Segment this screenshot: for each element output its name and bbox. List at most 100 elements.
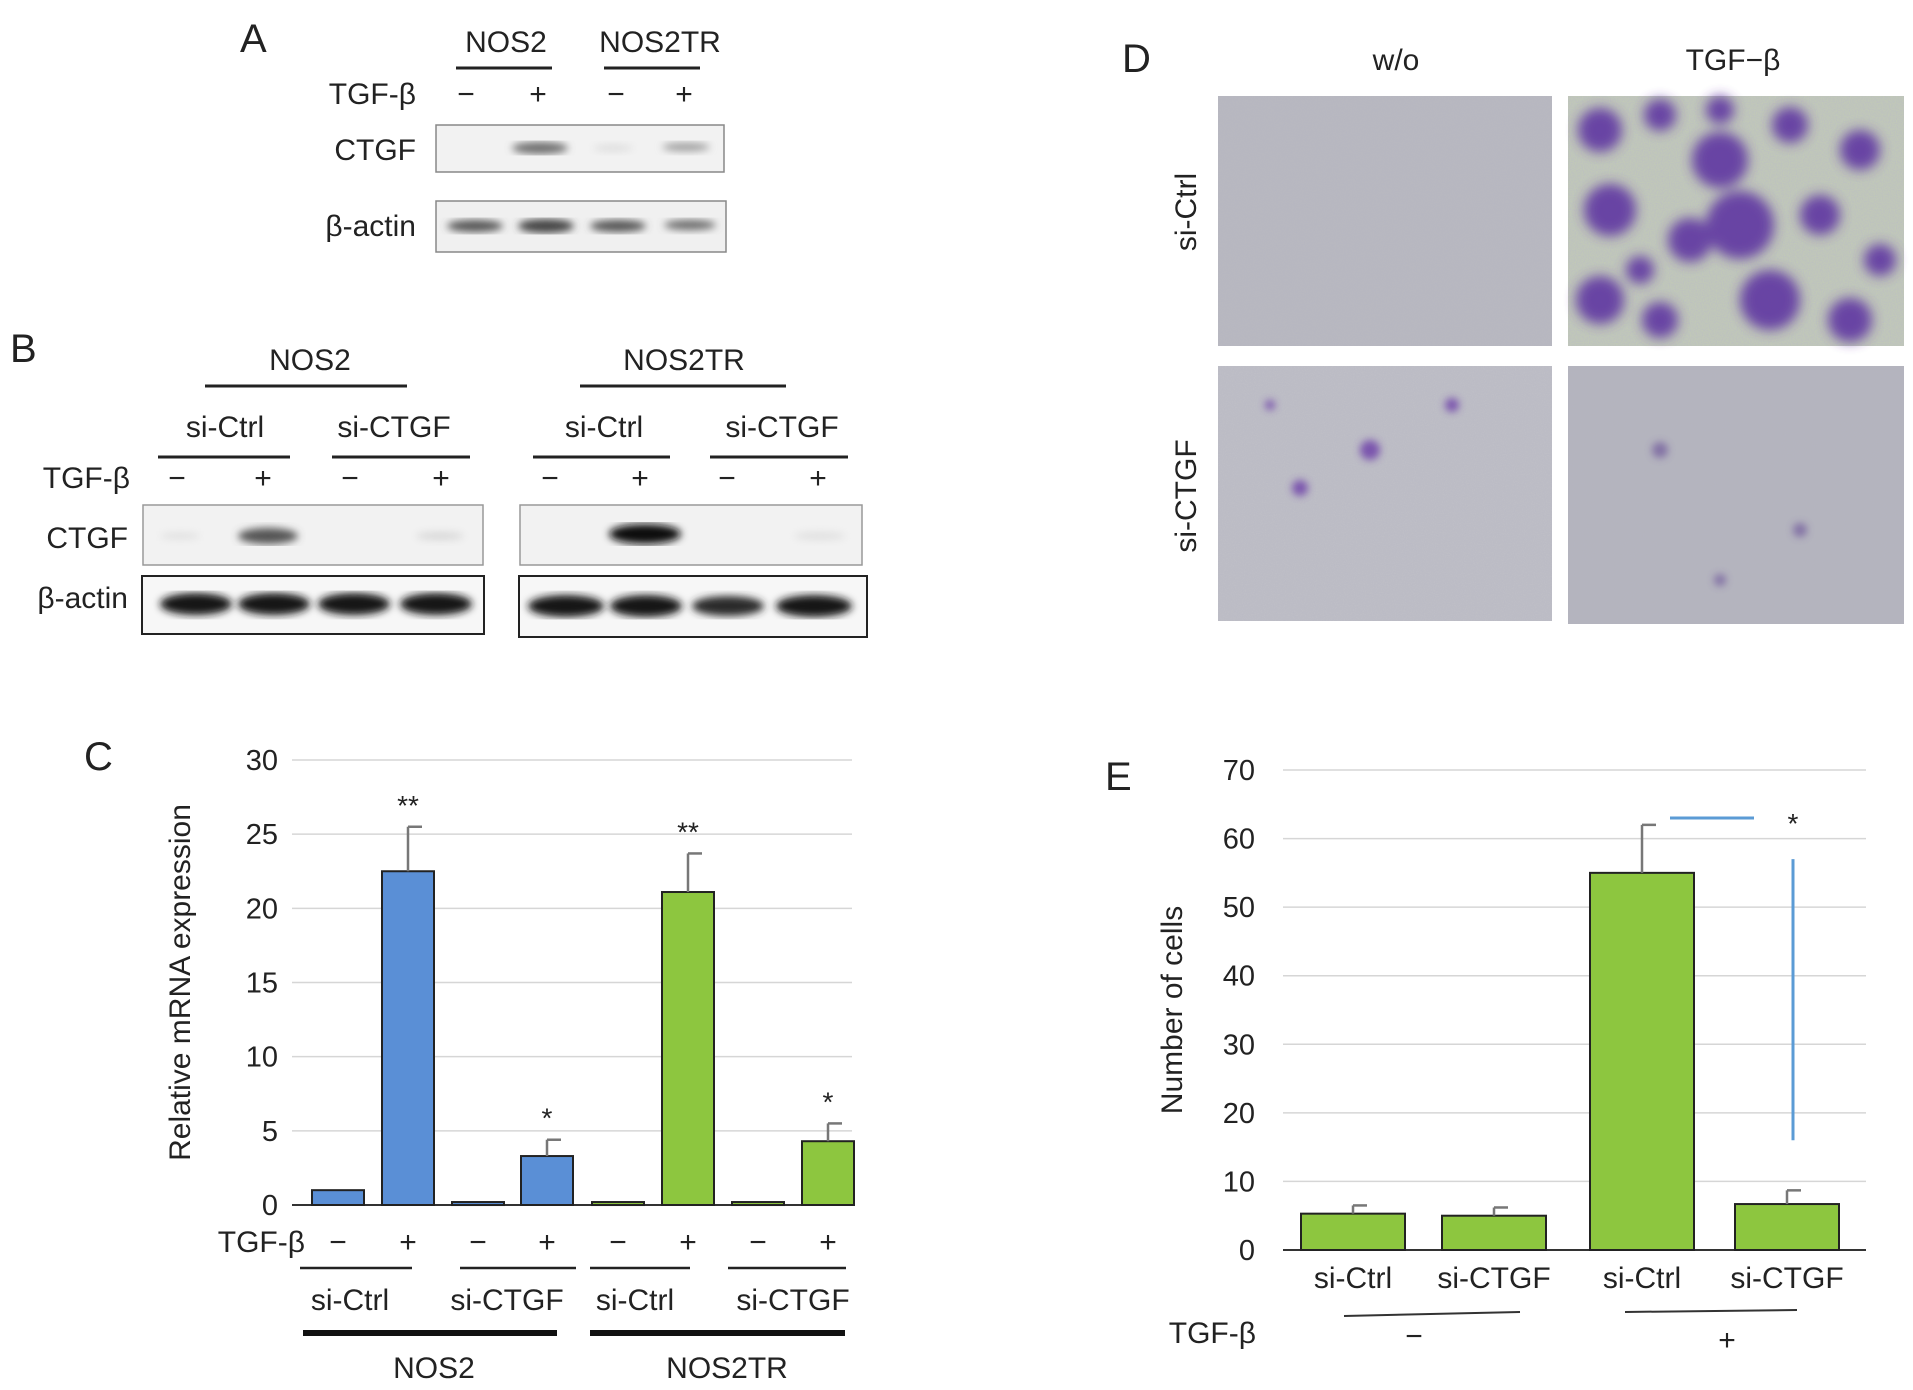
panel-b-group-nos2: NOS2: [269, 344, 351, 377]
panel-a: A NOS2 NOS2TR TGF-β − + − + CTGF β-actin: [240, 17, 727, 253]
panel-a-letter: A: [240, 17, 267, 61]
panel-b-bands-ctgf: [160, 524, 846, 544]
y-tick-label: 10: [246, 1042, 278, 1074]
y-tick-label: 0: [1239, 1235, 1255, 1267]
y-tick-label: 20: [246, 893, 278, 925]
panel-b-letter: B: [10, 327, 37, 371]
panel-b-group-nos2tr: NOS2TR: [623, 344, 745, 377]
panel-b-sign: +: [432, 462, 450, 495]
panel-d-col-tgf: TGF−β: [1686, 44, 1781, 77]
panel-a-group-nos2tr: NOS2TR: [599, 26, 721, 59]
panel-d-row-sictgf: si-CTGF: [1170, 439, 1203, 552]
significance-marker: **: [397, 790, 419, 821]
panel-a-tgf-label: TGF-β: [329, 78, 416, 111]
panel-b-sign: +: [254, 462, 272, 495]
bar: [1441, 1214, 1547, 1251]
panel-b-bands-actin: [160, 593, 852, 617]
subgroup-label: si-CTGF: [736, 1284, 849, 1317]
bar: [381, 870, 435, 1206]
micrograph-sictgf-wo: [1218, 366, 1552, 621]
tgf-group-line: [1343, 1311, 1521, 1317]
group-label: NOS2: [393, 1352, 475, 1385]
tgf-sign: +: [819, 1226, 837, 1259]
y-axis-label: Relative mRNA expression: [164, 804, 197, 1161]
panel-d: D w/o TGF−β si-Ctrl si-CTGF: [1122, 37, 1904, 624]
tgf-sign: −: [469, 1226, 487, 1259]
panel-a-bands-ctgf: [512, 142, 710, 154]
panel-b-subgroup: si-Ctrl: [565, 411, 643, 444]
panel-a-sign: −: [607, 78, 625, 111]
bar: [451, 1201, 505, 1207]
tgf-sign: +: [399, 1226, 417, 1259]
chart-e: 0 10 20 30 40 50 60 70 Number of cells si-Ctrl si-…: [1156, 755, 1866, 1357]
bar: [661, 891, 715, 1206]
panel-a-sign: +: [529, 78, 547, 111]
panel-b-sign: −: [541, 462, 559, 495]
panel-b-sign: +: [631, 462, 649, 495]
bar: [1300, 1212, 1406, 1251]
panel-b-sign: −: [718, 462, 736, 495]
tgf-sign: −: [609, 1226, 627, 1259]
y-tick-label: 5: [262, 1116, 278, 1148]
panel-b: B NOS2 NOS2TR si-Ctrl si-CTGF si-Ctrl si…: [10, 327, 868, 638]
y-tick-label: 10: [1223, 1166, 1255, 1198]
panel-b-tgf-label: TGF-β: [43, 462, 130, 495]
significance-marker: *: [823, 1086, 834, 1117]
panel-b-row-actin: β-actin: [37, 582, 128, 615]
bar: [1589, 871, 1695, 1251]
panel-b-subgroup: si-CTGF: [337, 411, 450, 444]
panel-b-sign: −: [168, 462, 186, 495]
bar: [591, 1201, 645, 1207]
micrograph-sictrl-wo: [1218, 96, 1552, 346]
category-label: si-CTGF: [1437, 1262, 1550, 1295]
category-label: si-Ctrl: [1314, 1262, 1392, 1295]
y-tick-label: 30: [246, 745, 278, 777]
subgroup-label: si-Ctrl: [311, 1284, 389, 1317]
y-axis-label: Number of cells: [1156, 906, 1189, 1114]
y-tick-label: 25: [246, 819, 278, 851]
tgf-group-sign: +: [1718, 1324, 1736, 1357]
panel-a-row-ctgf: CTGF: [334, 134, 416, 167]
y-tick-label: 30: [1223, 1029, 1255, 1061]
micrograph-sictgf-tgf: [1568, 366, 1904, 624]
bar: [311, 1189, 365, 1206]
category-label: si-CTGF: [1730, 1262, 1843, 1295]
significance-marker: *: [1788, 808, 1799, 839]
micrograph-sictrl-tgf: [1568, 96, 1904, 346]
y-tick-label: 15: [246, 968, 278, 1000]
y-tick-label: 20: [1223, 1098, 1255, 1130]
tgf-group-line: [1624, 1309, 1798, 1313]
panel-d-row-sictrl: si-Ctrl: [1170, 173, 1203, 251]
tgf-sign: −: [749, 1226, 767, 1259]
y-tick-label: 0: [262, 1190, 278, 1222]
tgf-label: TGF-β: [218, 1226, 305, 1259]
subgroup-label: si-Ctrl: [596, 1284, 674, 1317]
bar: [731, 1201, 785, 1207]
tgf-group-sign: −: [1405, 1320, 1423, 1353]
panel-d-letter: D: [1122, 37, 1151, 81]
tgf-sign: +: [538, 1226, 556, 1259]
bar: [801, 1140, 855, 1207]
panel-e: E 0 10 20 30 40 50 60 70 Number of cells si-Ctrl s…: [1105, 755, 1866, 1357]
significance-marker: **: [677, 816, 699, 847]
category-label: si-Ctrl: [1603, 1262, 1681, 1295]
y-tick-label: 40: [1223, 961, 1255, 993]
bar: [520, 1155, 574, 1207]
tgf-label: TGF-β: [1169, 1317, 1256, 1350]
y-tick-label: 70: [1223, 755, 1255, 787]
panel-b-subgroup: si-CTGF: [725, 411, 838, 444]
bar: [1734, 1203, 1840, 1251]
panel-a-bands-actin: [447, 219, 716, 233]
panel-a-group-nos2: NOS2: [465, 26, 547, 59]
panel-a-sign: +: [675, 78, 693, 111]
tgf-sign: −: [329, 1226, 347, 1259]
panel-b-subgroup: si-Ctrl: [186, 411, 264, 444]
significance-marker: *: [542, 1103, 553, 1134]
panel-c-letter: C: [84, 735, 113, 779]
panel-e-letter: E: [1105, 755, 1132, 799]
panel-b-sign: −: [341, 462, 359, 495]
panel-b-sign: +: [809, 462, 827, 495]
subgroup-label: si-CTGF: [450, 1284, 563, 1317]
y-tick-label: 50: [1223, 892, 1255, 924]
